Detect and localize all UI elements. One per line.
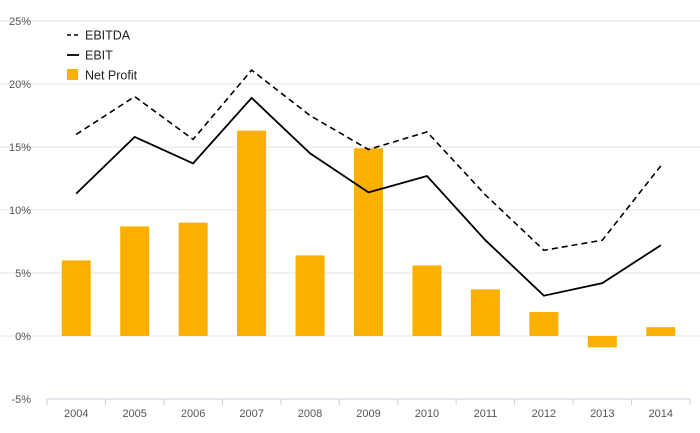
line-series [75,68,662,297]
legend-label-ebit: EBIT [85,49,113,63]
ebitda-line [75,68,662,252]
net-profit-bar [237,130,267,336]
legend-item-net-profit: Net Profit [67,69,138,83]
y-tick-label: 25% [9,16,31,28]
grid-lines [0,20,700,337]
legend-item-ebitda: EBITDA [67,29,131,43]
x-tick-label: 2011 [474,408,498,420]
x-tick-label: 2006 [181,408,205,420]
y-tick-label: -5% [11,394,31,406]
x-axis-tick-labels: 2004 2005 2006 2007 2008 2009 2010 2011 2012 2013… [64,408,673,420]
net-profit-bar [295,255,325,336]
x-tick-label: 2007 [239,408,263,420]
x-tick-label: 2013 [590,408,614,420]
x-tick-label: 2012 [532,408,556,420]
y-tick-label: 0% [15,331,31,343]
x-axis [46,398,691,405]
net-profit-bar [412,265,442,336]
net-profit-bar [178,222,208,336]
y-axis-tick-labels: 25% 20% 15% 10% 5% 0% -5% [9,16,31,406]
x-tick-label: 2005 [122,408,146,420]
legend-swatch-net-profit [67,69,78,80]
x-tick-label: 2010 [415,408,439,420]
x-tick-label: 2008 [298,408,322,420]
y-tick-label: 10% [9,205,31,217]
legend-label-net-profit: Net Profit [85,69,138,83]
net-profit-bar [529,312,559,336]
legend: EBITDA EBIT Net Profit [67,29,138,83]
legend-item-ebit: EBIT [67,49,113,63]
net-profit-bar [470,289,500,336]
net-profit-bar [354,148,383,336]
legend-label-ebitda: EBITDA [85,29,131,43]
x-tick-label: 2009 [356,408,380,420]
net-profit-bar [61,260,91,336]
net-profit-bar [120,226,150,336]
x-tick-label: 2014 [649,408,673,420]
y-tick-label: 15% [9,142,31,154]
net-profit-bar [587,336,617,348]
y-tick-label: 20% [9,79,31,91]
x-tick-label: 2004 [64,408,88,420]
y-tick-label: 5% [15,268,31,280]
ebit-line [75,96,662,297]
net-profit-bars [61,130,676,348]
net-profit-bar [646,327,676,336]
